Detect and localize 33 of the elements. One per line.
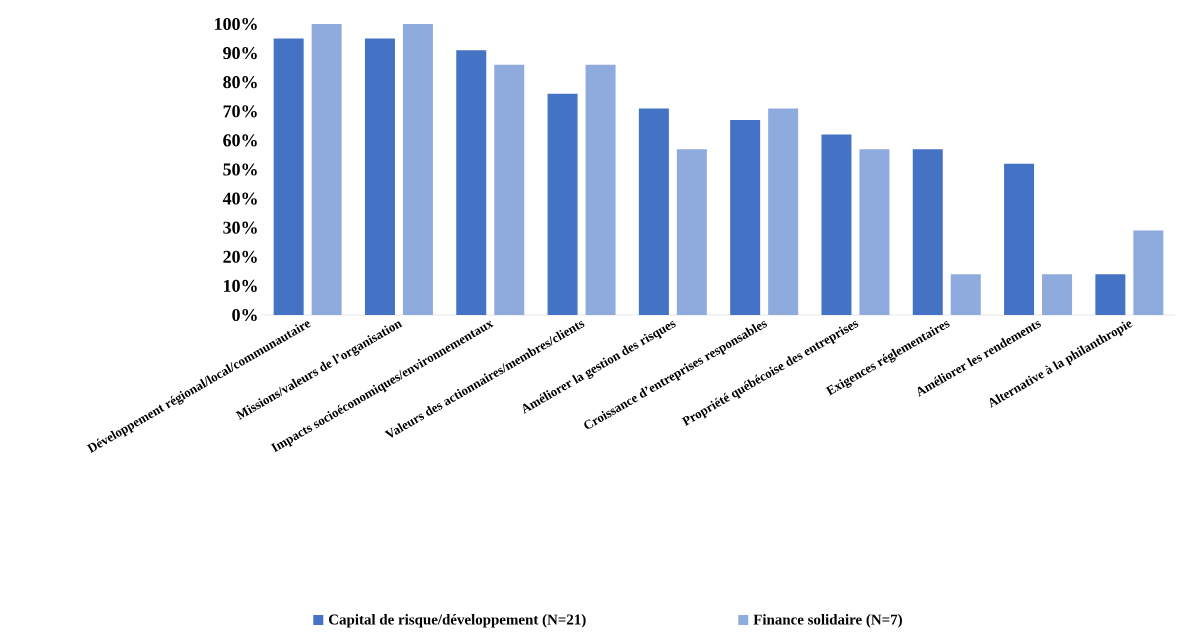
- y-tick-label: 30%: [223, 221, 257, 234]
- legend-label: Finance solidaire (N=7): [753, 614, 902, 628]
- bar: [638, 108, 669, 315]
- y-tick-label: 50%: [223, 163, 257, 176]
- bar: [311, 24, 342, 315]
- bar: [273, 38, 304, 315]
- bar: [585, 64, 616, 315]
- bar: [1042, 274, 1073, 315]
- bar: [364, 38, 395, 315]
- legend-label: Capital de risque/développement (N=21): [329, 614, 586, 628]
- bar: [821, 134, 852, 315]
- y-tick-label: 90%: [223, 47, 257, 60]
- bar: [676, 149, 707, 315]
- y-tick-label: 20%: [223, 250, 257, 263]
- y-tick-label: 60%: [223, 134, 257, 147]
- y-tick-label: 100%: [215, 17, 257, 31]
- bar: [950, 274, 981, 315]
- y-tick-label: 40%: [222, 192, 257, 205]
- y-tick-label: 80%: [223, 76, 257, 89]
- y-tick-label: 10%: [224, 279, 257, 292]
- bar: [859, 149, 890, 315]
- y-tick-label: 0%: [232, 308, 257, 322]
- bar: [402, 24, 433, 315]
- bar: [547, 93, 578, 315]
- bar: [768, 108, 799, 315]
- bar: [456, 50, 487, 315]
- y-tick-label: 70%: [223, 105, 257, 118]
- bar: [912, 149, 943, 315]
- bar: [1004, 163, 1035, 315]
- bar: [730, 120, 761, 315]
- bar: [1095, 274, 1126, 315]
- bar: [494, 64, 525, 315]
- bar: [1133, 230, 1164, 315]
